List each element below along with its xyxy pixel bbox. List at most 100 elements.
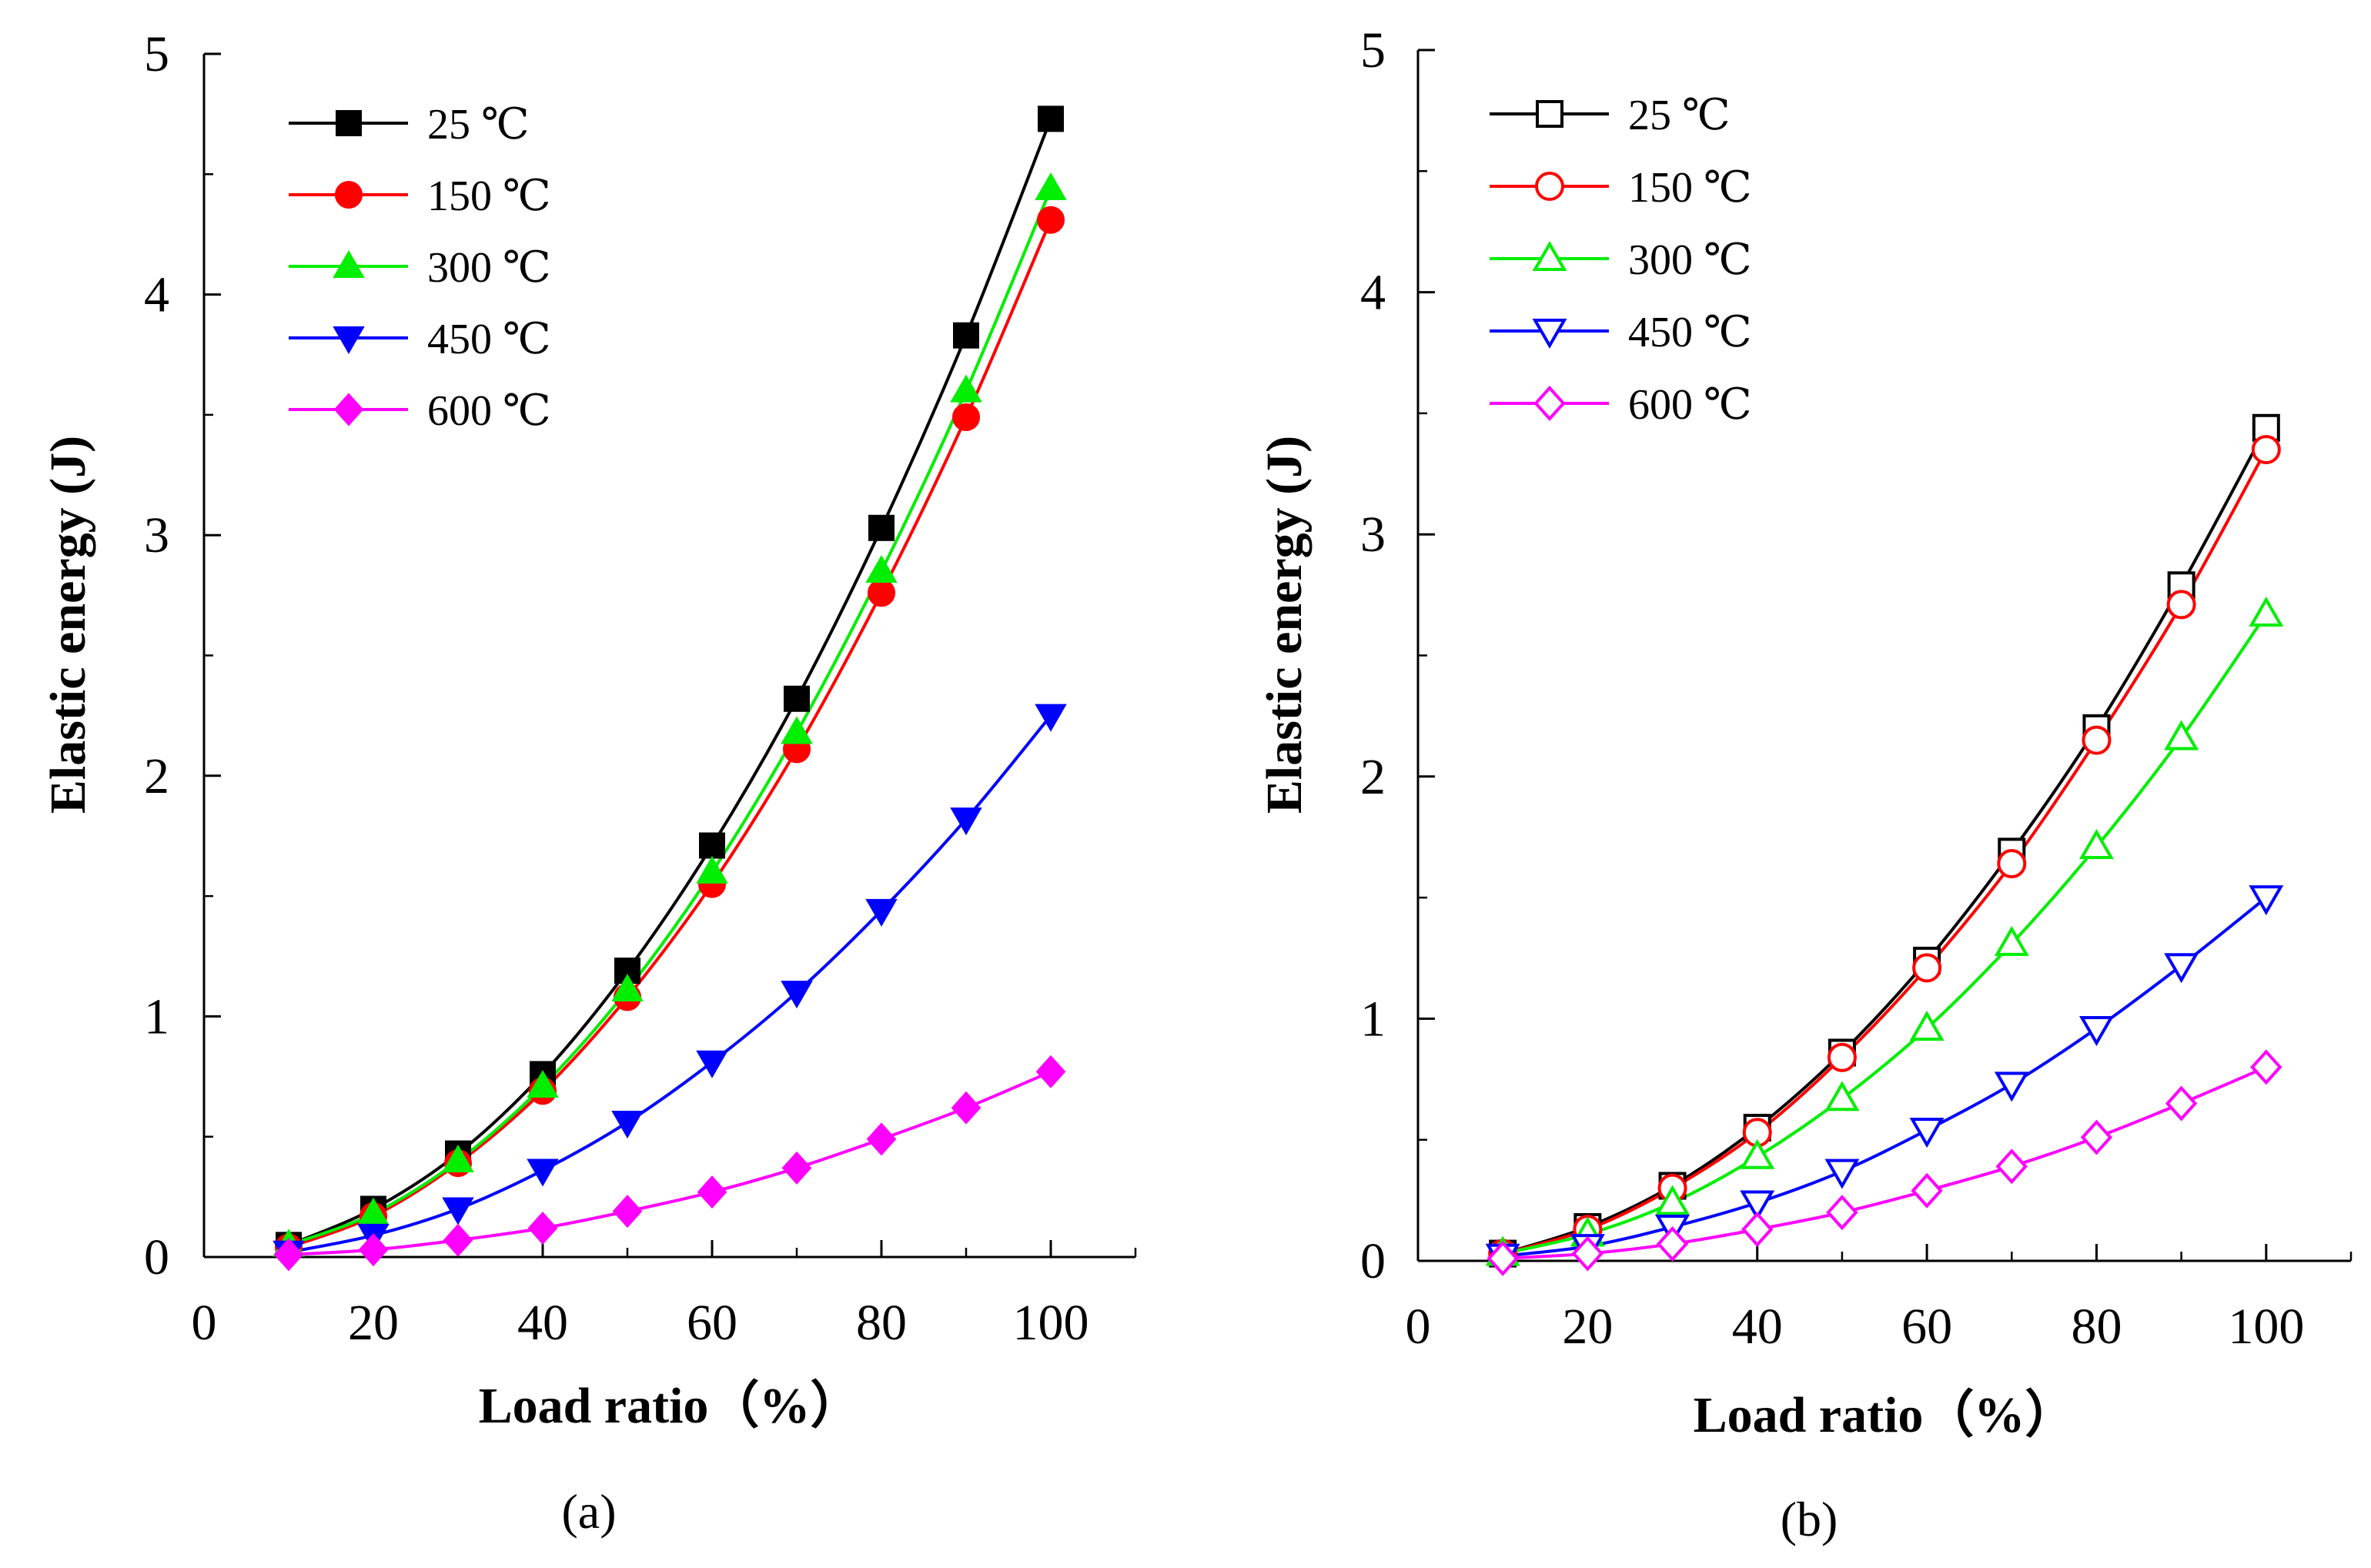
data-point bbox=[953, 322, 979, 349]
data-point bbox=[699, 832, 725, 859]
data-point bbox=[1035, 704, 1067, 732]
data-point bbox=[611, 1110, 644, 1138]
data-point bbox=[1824, 1158, 1860, 1189]
data-point bbox=[1035, 172, 1067, 201]
y-tick-label: 4 bbox=[1360, 265, 1386, 321]
x-tick-label: 0 bbox=[1406, 1299, 1431, 1355]
data-point bbox=[2249, 597, 2284, 627]
data-point bbox=[358, 1233, 389, 1267]
x-axis-title: Load ratio（%） bbox=[1694, 1386, 2076, 1443]
y-tick-label: 0 bbox=[144, 1229, 169, 1285]
x-tick-label: 20 bbox=[348, 1295, 399, 1351]
data-point bbox=[1038, 105, 1064, 132]
data-point bbox=[2078, 829, 2114, 860]
data-point bbox=[2252, 413, 2280, 442]
series-line-4 bbox=[288, 1070, 1052, 1256]
chart-panel-a: 0 1 2 3 4 5 0 20 40 60 80 100 Load ratio（%） Elastic e… bbox=[40, 26, 1137, 1539]
y-tick-label: 5 bbox=[144, 26, 169, 82]
data-point bbox=[527, 1158, 559, 1187]
y-tick-label: 3 bbox=[144, 507, 169, 563]
data-point bbox=[781, 1151, 812, 1185]
y-tick-label: 0 bbox=[1360, 1233, 1386, 1289]
x-tick-label: 60 bbox=[687, 1295, 737, 1351]
data-point bbox=[950, 374, 982, 403]
data-point bbox=[696, 1050, 728, 1078]
legend-label: 300 ℃ bbox=[427, 244, 551, 292]
data-point bbox=[2166, 590, 2196, 620]
legend-label: 150 ℃ bbox=[427, 172, 551, 220]
data-point bbox=[442, 1197, 474, 1225]
data-point bbox=[442, 1144, 474, 1172]
data-point bbox=[527, 1211, 558, 1245]
data-point bbox=[443, 1223, 473, 1257]
x-tick-label: 100 bbox=[1013, 1295, 1089, 1351]
legend-marker bbox=[1535, 172, 1564, 201]
data-point bbox=[1826, 1195, 1858, 1231]
data-point bbox=[950, 807, 982, 836]
legend-marker bbox=[1532, 319, 1567, 349]
legend-marker bbox=[333, 326, 365, 355]
data-point bbox=[611, 974, 644, 1002]
data-point bbox=[2164, 720, 2199, 751]
x-tick-label: 20 bbox=[1562, 1299, 1613, 1355]
data-point bbox=[781, 981, 813, 1009]
series-line-1 bbox=[1502, 449, 2268, 1255]
x-tick-label: 60 bbox=[1901, 1299, 1952, 1355]
data-point bbox=[1037, 206, 1065, 234]
data-point bbox=[2251, 435, 2281, 465]
series-line-3 bbox=[288, 714, 1052, 1254]
chart-panel-b: 0 1 2 3 4 5 0 20 40 60 80 100 Load ratio（%） Elastic e… bbox=[1256, 22, 2353, 1546]
data-point bbox=[865, 555, 898, 583]
x-tick-label: 100 bbox=[2228, 1299, 2304, 1355]
data-point bbox=[2082, 725, 2112, 755]
data-point bbox=[1655, 1185, 1690, 1215]
legend-marker bbox=[336, 110, 362, 136]
data-point bbox=[1994, 925, 2029, 956]
y-tick-label: 2 bbox=[1360, 749, 1386, 805]
y-tick-label: 3 bbox=[1360, 507, 1386, 563]
panel-label: (a) bbox=[561, 1484, 616, 1539]
data-point bbox=[527, 1070, 559, 1098]
data-point bbox=[2250, 1049, 2282, 1085]
legend-label: 150 ℃ bbox=[1628, 164, 1752, 212]
data-point bbox=[1740, 1190, 1775, 1221]
legend-label: 450 ℃ bbox=[427, 316, 551, 363]
data-point bbox=[1827, 1042, 1857, 1072]
panel-label: (b) bbox=[1781, 1492, 1838, 1546]
data-point bbox=[1824, 1081, 1860, 1112]
series-line-0 bbox=[288, 118, 1052, 1247]
data-point bbox=[1994, 1072, 2029, 1102]
legend-marker bbox=[1532, 240, 1567, 271]
y-tick-label: 1 bbox=[144, 988, 169, 1045]
legend-label: 600 ℃ bbox=[1628, 381, 1752, 429]
data-point bbox=[612, 1195, 643, 1229]
y-axis-title: Elastic energy (J) bbox=[1256, 436, 1313, 814]
y-tick-label: 1 bbox=[1360, 991, 1386, 1047]
legend-marker bbox=[335, 181, 363, 209]
data-point bbox=[1911, 1172, 1943, 1209]
legend-label: 600 ℃ bbox=[427, 387, 551, 435]
data-point bbox=[951, 1091, 982, 1125]
data-point bbox=[2078, 1015, 2114, 1046]
y-tick-label: 2 bbox=[144, 748, 169, 804]
data-point bbox=[1912, 953, 1942, 983]
data-point bbox=[1035, 1055, 1066, 1088]
x-tick-label: 40 bbox=[1732, 1299, 1783, 1355]
series-line-0 bbox=[1502, 426, 2268, 1255]
x-tick-label: 40 bbox=[517, 1295, 568, 1351]
data-point bbox=[1740, 1138, 1775, 1169]
y-tick-label: 4 bbox=[144, 267, 169, 323]
data-point bbox=[2080, 1119, 2113, 1155]
data-point bbox=[273, 1238, 304, 1272]
data-point bbox=[1486, 1240, 1519, 1276]
data-point bbox=[1656, 1225, 1689, 1262]
legend-marker bbox=[1536, 100, 1563, 128]
legend-label: 450 ℃ bbox=[1628, 309, 1752, 356]
series-line-3 bbox=[1502, 896, 2268, 1258]
data-point bbox=[1571, 1235, 1604, 1272]
data-point bbox=[696, 855, 728, 884]
data-point bbox=[784, 685, 810, 712]
data-point bbox=[697, 1175, 727, 1209]
data-point bbox=[1997, 849, 2027, 879]
